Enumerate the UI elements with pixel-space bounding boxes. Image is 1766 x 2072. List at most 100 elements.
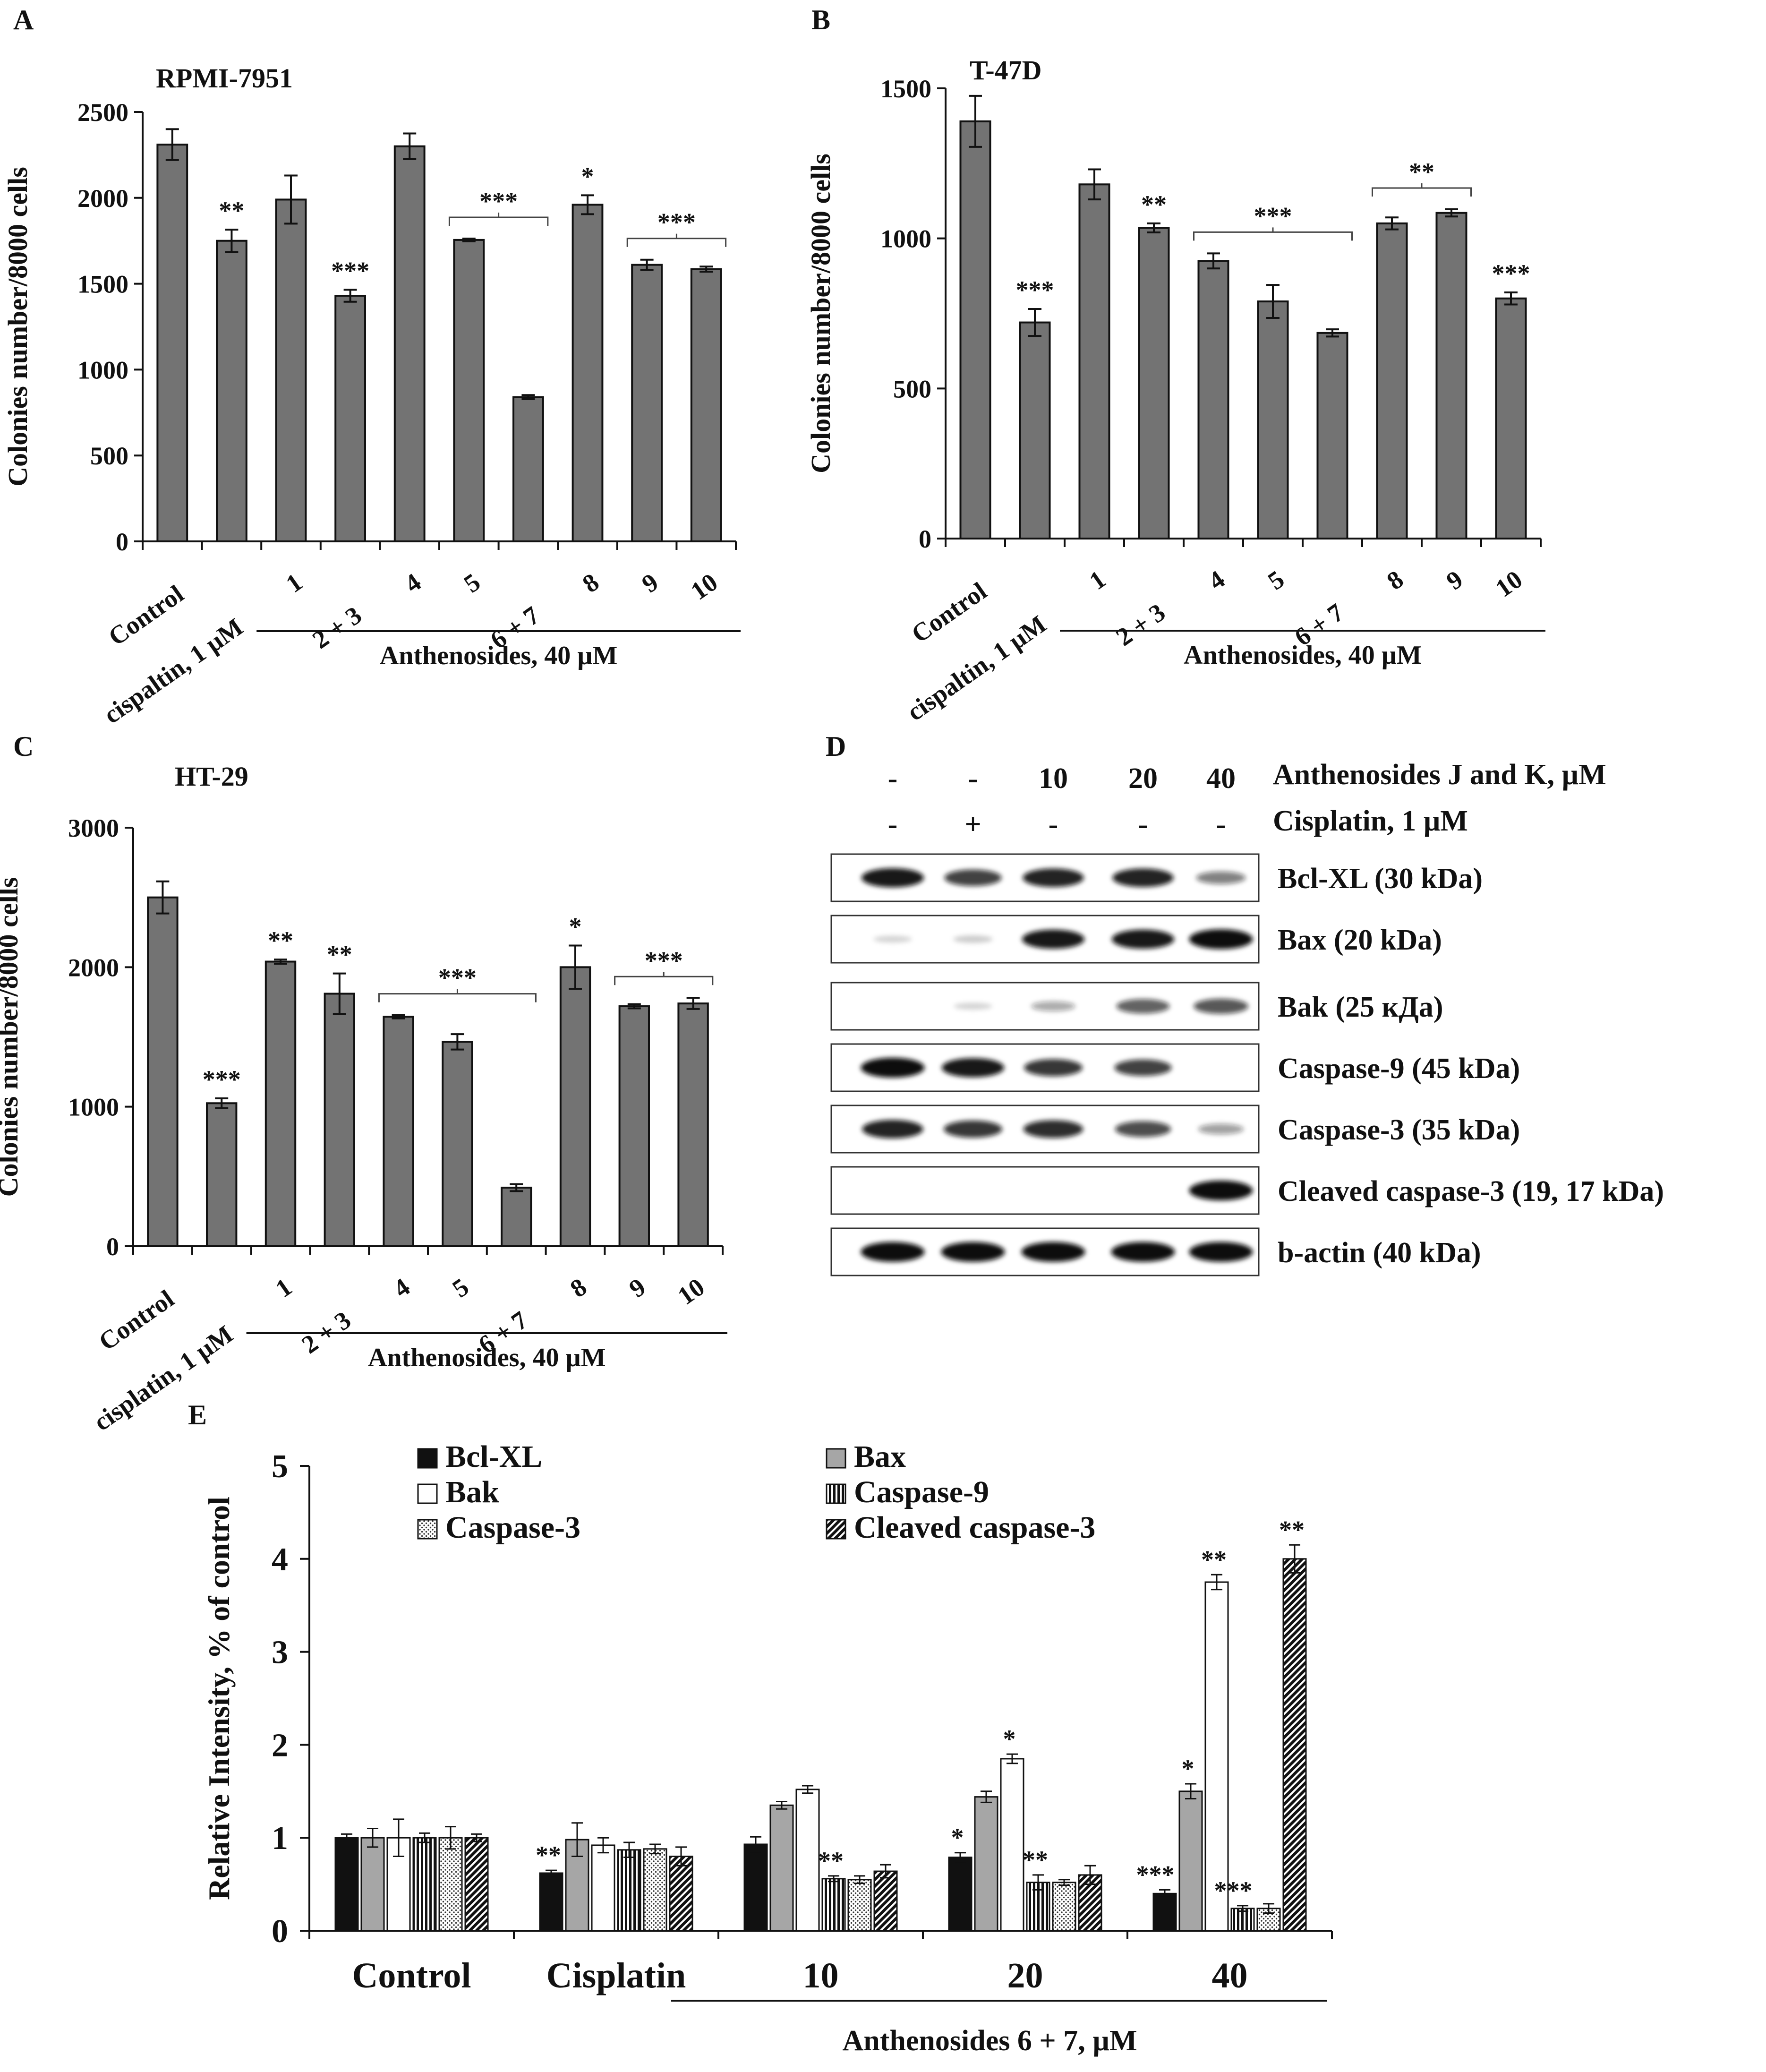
panel-c-chart: HT-29 Colonies number/8000 cells 0 1000 2000… (0, 761, 727, 1436)
bar (847, 1879, 872, 1932)
bar (572, 204, 604, 542)
y-axis-label: Colonies number/8000 cells (805, 154, 836, 473)
x-tick-label: 2 + 3 (307, 601, 367, 654)
anthenosides-row-label: Anthenosides J and K, µM (1273, 759, 1606, 791)
bar (559, 966, 591, 1248)
bar (1495, 297, 1527, 539)
legend-swatch (826, 1448, 846, 1469)
x-tick-label: 1 (281, 568, 307, 599)
x-tick-label: 4 (388, 1273, 415, 1303)
significance-bracket (614, 976, 714, 985)
bar (1376, 222, 1408, 539)
x-tick-label: Control (906, 577, 992, 649)
panel-letter-d: D (826, 731, 846, 762)
x-tick-label: 8 (565, 1273, 592, 1303)
blot-band (954, 1002, 992, 1010)
x-tick-label: 4 (400, 568, 427, 599)
blot-band (953, 935, 993, 943)
legend-swatch (417, 1483, 438, 1504)
panel-b-chart: T-47D Colonies number/8000 cells 0 500 1000 1… (805, 55, 1545, 726)
blot-band (873, 935, 912, 943)
x-tick-label: Control (94, 1284, 179, 1356)
y-tick-label: 2000 (77, 184, 128, 213)
blot-band (1198, 1123, 1244, 1135)
bar (1178, 1790, 1203, 1932)
significance-label: * (1003, 1725, 1016, 1753)
x-tick-label: 9 (1441, 565, 1468, 596)
y-tick-label: 0 (106, 1233, 119, 1261)
panel-letter-a: A (13, 4, 34, 35)
significance-label: ** (1023, 1846, 1048, 1874)
panel-letter-b: B (811, 4, 830, 35)
blot-band (861, 868, 924, 888)
x-tick-label: 1 (270, 1273, 297, 1303)
bar (643, 1848, 667, 1932)
bar (690, 268, 722, 542)
significance-label: * (569, 913, 582, 941)
significance-label: *** (479, 187, 518, 215)
bar (1078, 183, 1110, 540)
significance-label: *** (1016, 276, 1054, 304)
significance-label: * (951, 1824, 964, 1852)
y-tick-label: 1500 (880, 75, 931, 103)
group-label: Anthenosides, 40 µM (380, 641, 618, 670)
y-tick-label: 5 (272, 1448, 288, 1485)
x-tick-label: 5 (459, 568, 486, 599)
y-axis-label: Relative Intensity, % of control (202, 1497, 236, 1900)
bar (959, 120, 991, 539)
x-tick-label: 5 (447, 1273, 474, 1303)
blot-band (1116, 999, 1170, 1014)
lane-anthenosides-value: - (888, 762, 898, 795)
y-tick-label: 1000 (77, 356, 128, 384)
y-tick-label: 3000 (68, 814, 119, 842)
significance-label: ** (818, 1847, 844, 1875)
significance-label: ** (1409, 158, 1434, 186)
significance-label: *** (1492, 259, 1530, 288)
x-tick-label: 1 (1084, 565, 1111, 596)
bar (948, 1857, 973, 1932)
lane-cisplatin-value: - (1216, 808, 1226, 840)
lane-anthenosides-value: - (968, 762, 978, 795)
bar (1078, 1874, 1102, 1932)
significance-label: ** (327, 941, 352, 969)
chart-title: RPMI-7951 (156, 63, 293, 94)
legend-swatch (417, 1519, 438, 1540)
legend-swatch (826, 1519, 846, 1540)
y-tick-label: 0 (272, 1913, 288, 1950)
bar (393, 145, 426, 543)
y-tick-label: 500 (893, 375, 931, 403)
legend-label: Cleaved caspase-3 (854, 1510, 1095, 1545)
blot-band (1031, 1001, 1075, 1011)
bar (264, 960, 297, 1247)
blot-band-label: b-actin (40 kDa) (1278, 1237, 1481, 1269)
x-tick-label: 5 (1263, 565, 1289, 596)
blot-band (1194, 998, 1248, 1014)
bar (1282, 1558, 1307, 1932)
x-tick-label: 8 (577, 568, 604, 599)
blot-band-label: Bax (20 kDa) (1278, 924, 1442, 956)
y-tick-label: 2000 (68, 953, 119, 982)
bar (1138, 227, 1170, 539)
blot-band (941, 1058, 1005, 1078)
blot-band (1115, 1121, 1171, 1137)
bar (795, 1789, 820, 1932)
significance-label: *** (657, 208, 696, 237)
blot-band (944, 869, 1002, 886)
legend-label: Bak (445, 1475, 499, 1509)
legend-label: Caspase-9 (854, 1475, 989, 1509)
bar (360, 1837, 385, 1932)
lane-anthenosides-value: 40 (1206, 762, 1236, 795)
bar (1197, 260, 1229, 539)
x-tick-label: 9 (624, 1273, 651, 1303)
y-axis-label: Colonies number/8000 cells (0, 877, 24, 1197)
bar (334, 1837, 359, 1932)
bar (1230, 1908, 1255, 1932)
bar (618, 1005, 650, 1247)
panel-d-western-blot: - - 10 20 40 Anthenosides J and K, µM - + - - - Cis… (830, 759, 1664, 1276)
bar (1435, 212, 1467, 539)
y-tick-label: 0 (116, 528, 128, 556)
blot-band (1022, 929, 1085, 949)
bar (464, 1837, 489, 1932)
blot-band (1189, 1242, 1253, 1262)
